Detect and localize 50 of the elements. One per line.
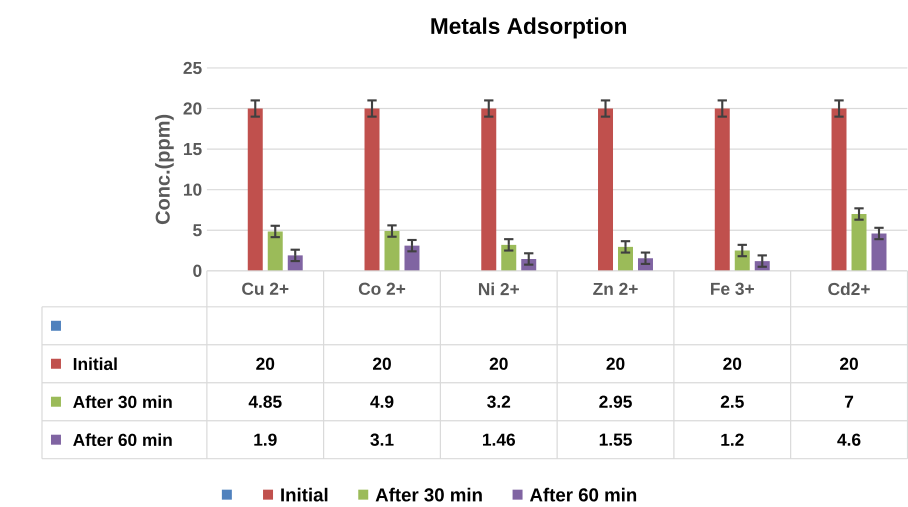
data-label: 4.6 xyxy=(837,434,860,446)
y-tick-label: 10 xyxy=(184,184,202,196)
x-tick-label: Zn 2+ xyxy=(593,282,638,296)
data-label: 20 xyxy=(840,358,858,370)
y-axis-title: Conc.(ppm) xyxy=(155,115,174,224)
x-tick-label: Cu 2+ xyxy=(242,282,288,296)
data-label: 1.2 xyxy=(721,434,744,446)
data-label: 20 xyxy=(372,358,391,370)
bar xyxy=(481,108,496,271)
data-label: 3.1 xyxy=(370,434,394,446)
x-tick-label: Fe 3+ xyxy=(711,282,754,296)
data-label: 1.9 xyxy=(254,434,277,446)
bar xyxy=(248,108,263,271)
bar xyxy=(364,108,380,271)
legend-label: After 60 min xyxy=(73,434,172,446)
bar xyxy=(714,108,730,271)
legend-label: After 30 min xyxy=(73,396,172,408)
bar xyxy=(872,234,886,271)
y-tick-label: 0 xyxy=(193,264,202,278)
data-label: 4.9 xyxy=(370,396,394,408)
x-tick-label: Cd2+ xyxy=(828,282,870,296)
x-tick-label: Co 2+ xyxy=(358,282,406,296)
bar xyxy=(618,247,633,271)
data-label: 1.55 xyxy=(600,434,632,446)
bar xyxy=(598,108,614,271)
bar xyxy=(384,231,400,271)
data-label: 2.5 xyxy=(720,396,744,408)
bar xyxy=(852,214,867,271)
legend-label: Initial xyxy=(74,358,117,370)
x-tick-label: Ni 2+ xyxy=(478,282,519,296)
data-label: 1.46 xyxy=(482,434,515,446)
y-tick-label: 25 xyxy=(184,62,202,74)
data-label: 20 xyxy=(723,358,742,370)
data-label: 7 xyxy=(844,396,854,408)
text: After 30 min xyxy=(376,488,482,502)
data-label: 2.95 xyxy=(599,396,632,408)
y-tick-label: 20 xyxy=(184,102,202,115)
data-label: 20 xyxy=(490,358,508,370)
y-tick-label: 5 xyxy=(193,224,202,236)
bar xyxy=(404,246,420,271)
y-tick-label: 15 xyxy=(184,143,202,156)
text: Initial xyxy=(281,488,328,502)
data-label: 20 xyxy=(256,358,274,370)
text: After 60 min xyxy=(530,488,636,502)
data-label: 4.85 xyxy=(248,396,282,408)
chart-title: Metals Adsorption xyxy=(431,18,626,39)
bar xyxy=(268,232,283,271)
bar xyxy=(832,108,847,271)
data-label: 20 xyxy=(606,358,624,370)
data-label: 3.2 xyxy=(487,396,510,408)
